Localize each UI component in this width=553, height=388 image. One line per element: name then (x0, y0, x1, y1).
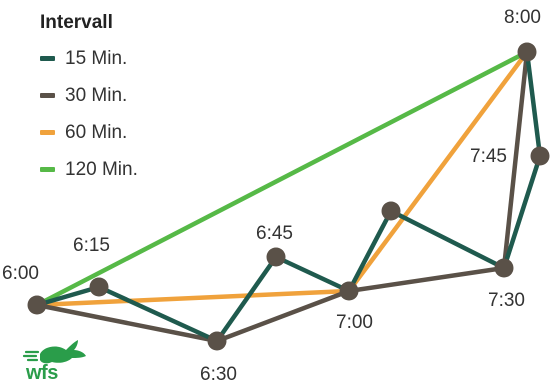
route-segment-15-s745-s800 (524, 49, 543, 159)
legend-item-120: 120 Min. (40, 151, 138, 188)
stop-nodes (27, 42, 550, 351)
route-segment-30-s730-s800 (501, 49, 530, 271)
route-segment-60-s700-s800 (346, 49, 530, 294)
route-segment-15-s730-s745 (501, 153, 543, 271)
legend-swatch-120 (40, 167, 55, 172)
route-segment-15-s600-s615 (34, 284, 102, 308)
stop-label-s700: 7:00 (336, 312, 373, 333)
legend-label-120: 120 Min. (65, 158, 138, 180)
legend: Intervall 15 Min. 30 Min. 60 Min. 120 Mi… (40, 12, 138, 188)
stop-node-s630 (207, 331, 227, 351)
legend-title: Intervall (40, 12, 113, 33)
route-segment-60-s600-s700 (34, 288, 352, 308)
stop-label-s800: 8:00 (504, 7, 541, 28)
route-segment-15-s615-s630 (96, 284, 220, 344)
route-segment-15-s645-s700 (273, 254, 352, 294)
stop-node-s645 (266, 247, 286, 267)
route-segment-120-s600-s800 (34, 49, 530, 308)
stop-node-s600 (27, 295, 47, 315)
legend-item-60: 60 Min. (40, 114, 138, 151)
legend-label-15: 15 Min. (65, 47, 128, 69)
route-edges (34, 49, 543, 344)
stop-label-s745: 7:45 (470, 146, 507, 167)
legend-swatch-15 (40, 56, 55, 61)
stop-label-s600: 6:00 (2, 263, 39, 284)
stop-node-s715 (381, 201, 401, 221)
wfs-logo: wfs (22, 338, 92, 388)
legend-item-30: 30 Min. (40, 77, 138, 114)
legend-swatch-30 (40, 93, 55, 98)
stop-node-s615 (89, 277, 109, 297)
legend-swatch-60 (40, 130, 55, 135)
route-segment-30-s700-s730 (346, 265, 507, 294)
route-segment-15-s715-s730 (388, 208, 507, 271)
stop-labels: 6:00 6:15 6:30 6:45 7:00 7:30 7:45 8:00 (2, 7, 541, 385)
route-segment-30-s600-s630 (34, 302, 220, 344)
stop-node-s800 (517, 42, 537, 62)
stop-node-s700 (339, 281, 359, 301)
stop-label-s730: 7:30 (488, 290, 525, 311)
logo-text: wfs (26, 362, 58, 384)
stop-label-s645: 6:45 (256, 223, 293, 244)
route-segment-15-s630-s645 (214, 254, 279, 344)
legend-label-60: 60 Min. (65, 121, 128, 143)
rabbit-icon (22, 340, 86, 364)
stop-label-s615: 6:15 (73, 235, 110, 256)
stop-label-s630: 6:30 (200, 364, 237, 385)
legend-item-15: 15 Min. (40, 40, 138, 77)
route-segment-15-s700-s715 (346, 208, 394, 294)
stop-node-s745 (530, 146, 550, 166)
stop-node-s730 (494, 258, 514, 278)
route-segment-30-s630-s700 (214, 288, 352, 344)
legend-label-30: 30 Min. (65, 84, 128, 106)
